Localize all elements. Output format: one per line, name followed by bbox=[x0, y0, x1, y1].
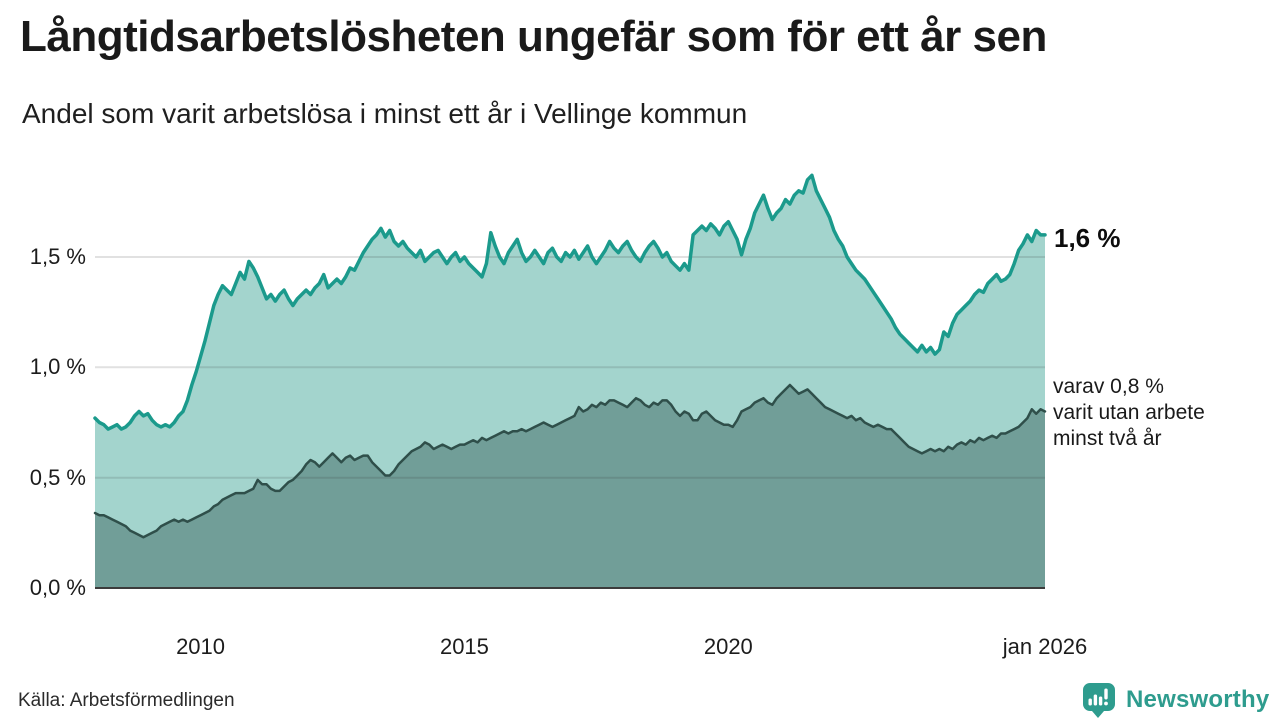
series-line-1 bbox=[93, 383, 1047, 539]
two-year-annotation-line2: varit utan arbete bbox=[1053, 401, 1205, 424]
chart-subtitle: Andel som varit arbetslösa i minst ett å… bbox=[22, 98, 748, 129]
page-title: Långtidsarbetslösheten ungefär som för e… bbox=[20, 12, 1047, 61]
area-fill-1 bbox=[95, 385, 1045, 588]
newsworthy-logo: Newsworthy bbox=[1080, 680, 1269, 720]
series-lines bbox=[93, 173, 1047, 539]
source-caption: Källa: Arbetsförmedlingen bbox=[18, 690, 235, 711]
two-year-annotation-line1: varav 0,8 % bbox=[1053, 375, 1164, 398]
y-tick-label: 1,0 % bbox=[29, 354, 86, 380]
series-line-0 bbox=[93, 173, 1047, 431]
area-fills bbox=[95, 175, 1045, 589]
x-tick-label: 2010 bbox=[176, 634, 226, 659]
x-tick-label: 2015 bbox=[439, 634, 489, 659]
two-year-annotation-line3: minst två år bbox=[1053, 427, 1162, 450]
y-tick-label: 0,0 % bbox=[29, 575, 86, 600]
x-tick-label: 2020 bbox=[703, 634, 753, 659]
two-year-annotation: varav 0,8 % varit utan arbete minst två … bbox=[1053, 374, 1205, 452]
newsworthy-wordmark: Newsworthy bbox=[1126, 686, 1270, 713]
y-tick-label: 0,5 % bbox=[29, 464, 86, 490]
y-tick-label: 1,5 % bbox=[29, 243, 86, 269]
x-tick-label: jan 2026 bbox=[1002, 634, 1088, 659]
newsworthy-bubble-chart-icon bbox=[1083, 683, 1115, 718]
latest-value-annotation: 1,6 % bbox=[1054, 223, 1121, 253]
